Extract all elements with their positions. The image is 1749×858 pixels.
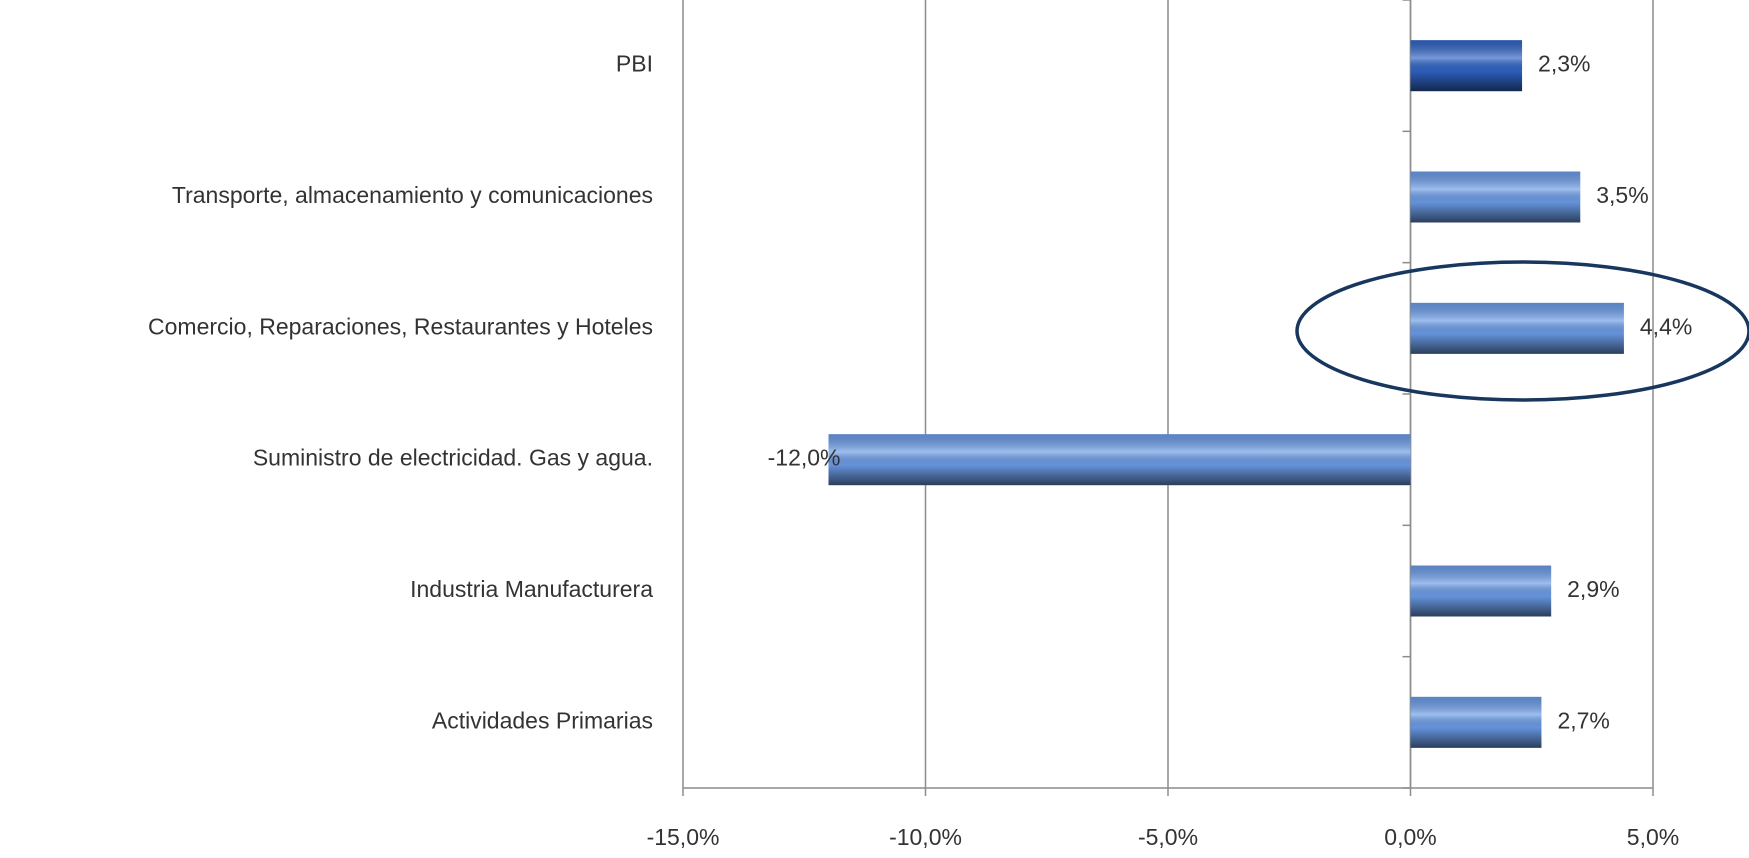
data-label: 3,5% <box>1596 182 1648 208</box>
highlight-ellipse <box>1295 260 1749 402</box>
bar-shading <box>1410 171 1581 223</box>
data-label: 2,9% <box>1567 576 1619 602</box>
bar-shading <box>1410 565 1552 617</box>
bar-shading <box>1410 40 1523 92</box>
category-label: Comercio, Reparaciones, Restaurantes y H… <box>148 313 653 339</box>
data-label: -12,0% <box>768 445 841 471</box>
category-label: Transporte, almacenamiento y comunicacio… <box>172 182 653 208</box>
bar-shading <box>1410 696 1542 748</box>
x-tick-label: -10,0% <box>889 824 962 850</box>
plot: -15,0% -10,0% -5,0% 0,0% 5,0% PBI 2,3% Transpor… <box>148 0 1692 850</box>
category-label: PBI <box>616 51 653 77</box>
category-label: Actividades Primarias <box>432 707 653 733</box>
category-label: Suministro de electricidad. Gas y agua. <box>253 445 653 471</box>
data-label: 2,7% <box>1557 707 1609 733</box>
x-tick-label: -15,0% <box>647 824 720 850</box>
data-label: 4,4% <box>1640 313 1692 339</box>
x-tick-label: -5,0% <box>1138 824 1198 850</box>
data-label: 2,3% <box>1538 51 1590 77</box>
bar-shading <box>828 434 1411 486</box>
x-tick-label: 0,0% <box>1384 824 1436 850</box>
category-label: Industria Manufacturera <box>410 576 653 602</box>
bar-shading <box>1410 302 1624 354</box>
x-tick-label: 5,0% <box>1627 824 1679 850</box>
